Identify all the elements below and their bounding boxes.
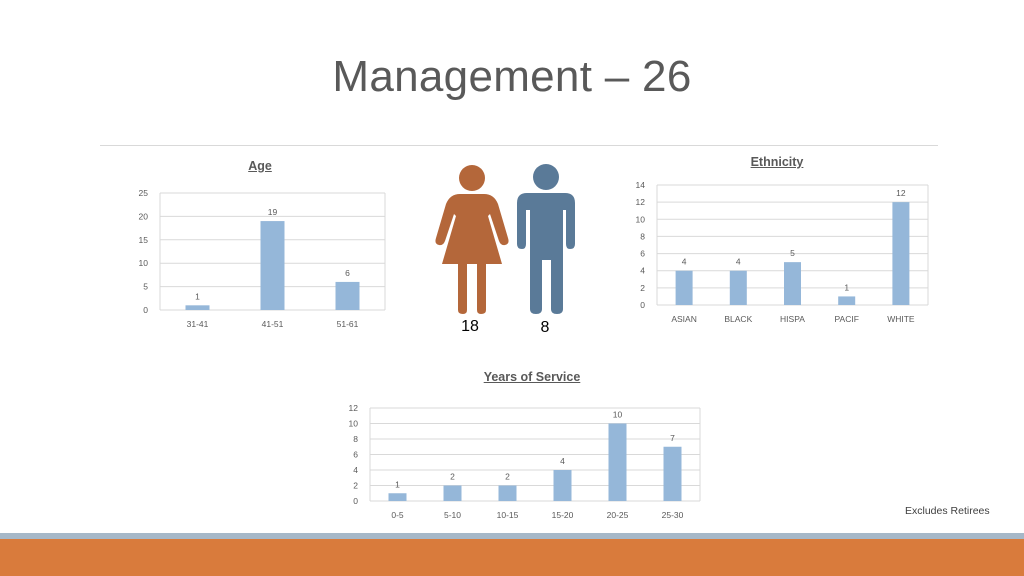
data-label: 10 <box>613 410 623 420</box>
x-tick-label: 51-61 <box>337 319 359 329</box>
data-label: 5 <box>790 248 795 258</box>
data-label: 7 <box>670 433 675 443</box>
bar <box>553 470 572 501</box>
x-tick-label: 5-10 <box>444 510 461 520</box>
y-tick-label: 2 <box>640 283 645 293</box>
y-tick-label: 25 <box>139 188 149 198</box>
x-tick-label: 0-5 <box>391 510 404 520</box>
x-tick-label: 10-15 <box>497 510 519 520</box>
x-tick-label: WHITE <box>887 314 915 324</box>
age-chart: 0 5 10 15 20 25 1 31-41 19 41-51 6 51-61 <box>139 188 386 329</box>
excludes-retirees-note: Excludes Retirees <box>905 505 990 517</box>
bar <box>335 281 360 310</box>
y-tick-label: 10 <box>349 419 359 429</box>
data-label: 2 <box>450 472 455 482</box>
x-tick-label: 25-30 <box>662 510 684 520</box>
x-tick-label: 15-20 <box>552 510 574 520</box>
y-tick-label: 2 <box>353 481 358 491</box>
data-label: 1 <box>844 282 849 292</box>
male-count: 8 <box>540 319 550 336</box>
ethnicity-chart-title: Ethnicity <box>750 155 804 169</box>
footer-gray-band <box>0 533 1024 539</box>
y-tick-label: 14 <box>636 180 646 190</box>
data-label: 19 <box>268 207 278 217</box>
y-tick-label: 12 <box>349 403 359 413</box>
data-label: 12 <box>896 188 906 198</box>
data-label: 1 <box>395 479 400 489</box>
bar <box>498 485 517 501</box>
bar <box>260 221 285 310</box>
bar <box>388 493 407 501</box>
bar <box>185 305 210 310</box>
age-chart-title: Age <box>248 159 272 173</box>
footer-orange-band <box>0 539 1024 576</box>
ethnicity-chart: 0 2 4 6 8 10 12 14 4 ASIAN 4 BLACK 5 HISPA 1 PACIF 12 WHI… <box>636 180 929 324</box>
y-tick-label: 10 <box>139 258 149 268</box>
y-tick-label: 0 <box>640 300 645 310</box>
x-tick-label: 41-51 <box>262 319 284 329</box>
service-chart: 0 2 4 6 8 10 12 1 0-5 2 5-10 2 10-15 4 15-20 10 20-25 7 25… <box>349 403 701 520</box>
x-tick-label: BLACK <box>724 314 752 324</box>
bar <box>663 446 682 501</box>
y-tick-label: 10 <box>636 214 646 224</box>
bar <box>838 296 856 305</box>
bar <box>729 270 747 305</box>
data-label: 4 <box>736 257 741 267</box>
service-chart-title: Years of Service <box>483 370 581 384</box>
y-tick-label: 4 <box>640 266 645 276</box>
y-tick-label: 0 <box>143 305 148 315</box>
data-label: 4 <box>560 456 565 466</box>
bar <box>784 262 801 305</box>
y-tick-label: 15 <box>139 235 149 245</box>
y-tick-label: 0 <box>353 496 358 506</box>
slide-title: Management – 26 <box>332 52 692 101</box>
bar <box>675 270 693 305</box>
x-tick-label: 20-25 <box>607 510 629 520</box>
female-count: 18 <box>461 318 479 335</box>
y-tick-label: 8 <box>640 231 645 241</box>
data-label: 2 <box>505 472 510 482</box>
y-tick-label: 6 <box>353 450 358 460</box>
bar <box>443 485 462 501</box>
x-tick-label: HISPA <box>780 314 805 324</box>
y-tick-label: 20 <box>139 211 149 221</box>
y-tick-label: 5 <box>143 282 148 292</box>
data-label: 4 <box>682 257 687 267</box>
data-label: 1 <box>195 291 200 301</box>
bar <box>892 202 910 305</box>
female-figure-icon <box>435 165 509 314</box>
bar <box>608 423 627 501</box>
male-figure-icon <box>517 164 575 314</box>
x-tick-label: PACIF <box>834 314 858 324</box>
y-tick-label: 4 <box>353 465 358 475</box>
y-tick-label: 12 <box>636 197 646 207</box>
x-tick-label: 31-41 <box>187 319 209 329</box>
title-divider <box>100 145 938 146</box>
y-tick-label: 6 <box>640 249 645 259</box>
data-label: 6 <box>345 268 350 278</box>
y-tick-label: 8 <box>353 434 358 444</box>
x-tick-label: ASIAN <box>671 314 697 324</box>
